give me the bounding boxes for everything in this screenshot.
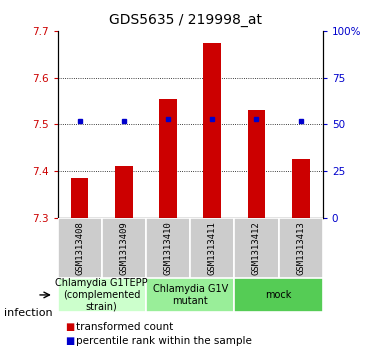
- Text: GSM1313409: GSM1313409: [119, 221, 128, 274]
- Bar: [203, 42, 221, 218]
- Text: GSM1313410: GSM1313410: [164, 221, 173, 274]
- Text: transformed count: transformed count: [76, 322, 173, 332]
- Text: percentile rank within the sample: percentile rank within the sample: [76, 336, 252, 346]
- Bar: [234, 278, 323, 312]
- Bar: [247, 110, 265, 218]
- Bar: [71, 178, 88, 218]
- Text: Chlamydia G1TEPP
(complemented
strain): Chlamydia G1TEPP (complemented strain): [55, 278, 148, 311]
- Bar: [115, 166, 133, 218]
- Text: GSM1313408: GSM1313408: [75, 221, 84, 274]
- Text: Chlamydia G1V
mutant: Chlamydia G1V mutant: [152, 284, 228, 306]
- Bar: [159, 99, 177, 218]
- Bar: [146, 218, 190, 278]
- Bar: [234, 218, 279, 278]
- Bar: [146, 278, 234, 312]
- Text: GSM1313412: GSM1313412: [252, 221, 261, 274]
- Bar: [102, 218, 146, 278]
- Bar: [58, 218, 102, 278]
- Text: GSM1313411: GSM1313411: [208, 221, 217, 274]
- Bar: [292, 159, 309, 218]
- Bar: [190, 218, 234, 278]
- Text: ■: ■: [65, 322, 74, 332]
- Text: ■: ■: [65, 336, 74, 346]
- Text: infection: infection: [4, 308, 52, 318]
- Bar: [279, 218, 323, 278]
- Text: mock: mock: [265, 290, 292, 300]
- Text: GSM1313413: GSM1313413: [296, 221, 305, 274]
- Text: GDS5635 / 219998_at: GDS5635 / 219998_at: [109, 13, 262, 27]
- Bar: [58, 278, 146, 312]
